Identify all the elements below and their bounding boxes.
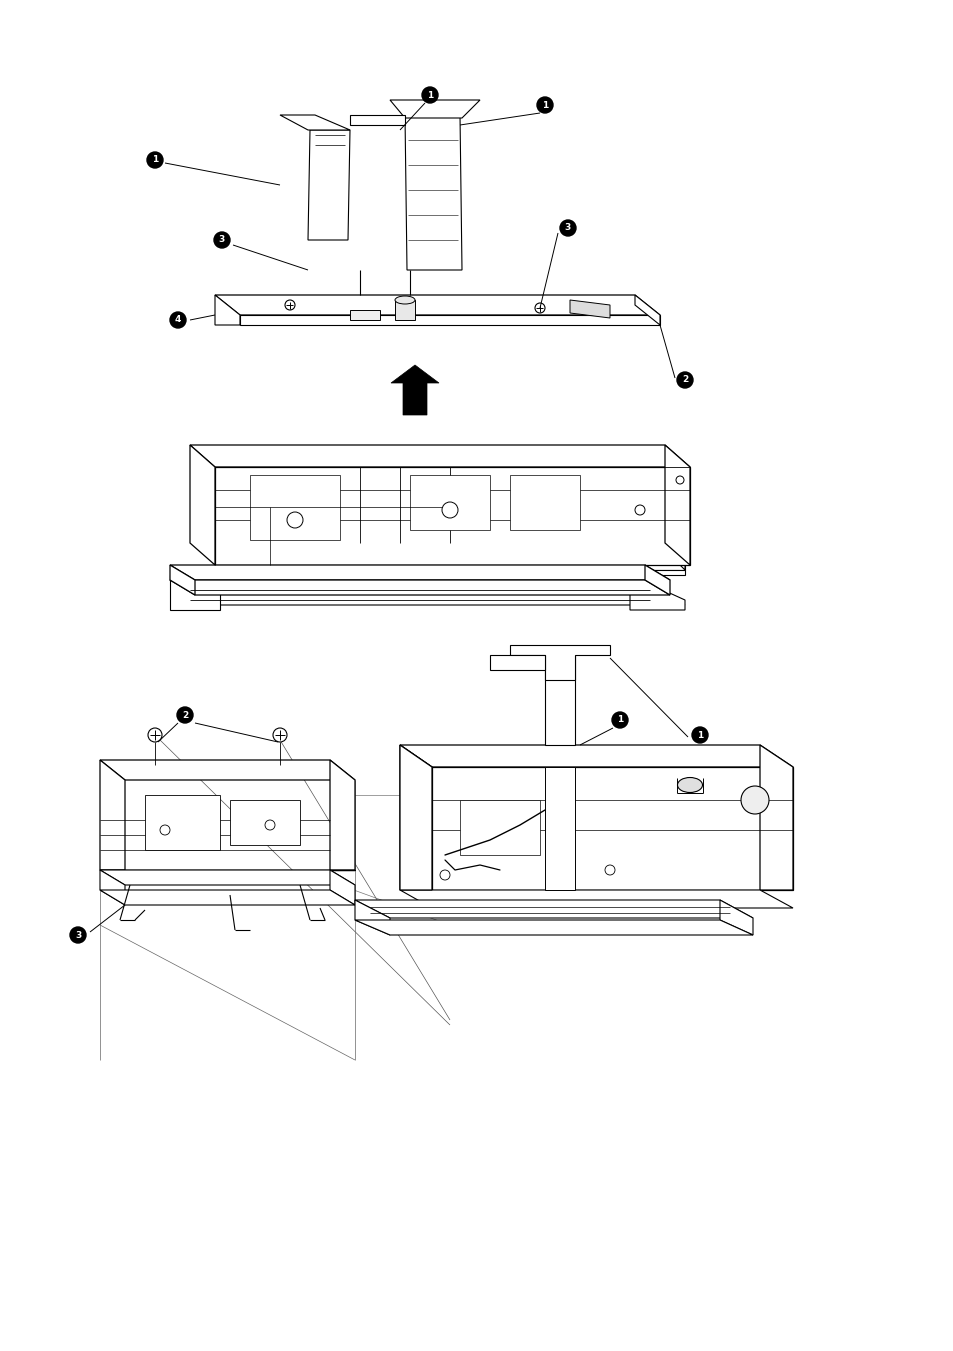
Polygon shape (230, 800, 299, 844)
Polygon shape (399, 744, 792, 767)
Ellipse shape (677, 777, 701, 793)
Circle shape (604, 865, 615, 875)
Polygon shape (220, 480, 684, 570)
Text: 2: 2 (681, 376, 687, 385)
Polygon shape (145, 794, 220, 850)
Polygon shape (510, 644, 609, 680)
Circle shape (70, 927, 86, 943)
Circle shape (147, 153, 163, 168)
Polygon shape (194, 455, 684, 480)
Text: 3: 3 (218, 235, 225, 245)
Polygon shape (190, 444, 689, 467)
Circle shape (213, 232, 230, 249)
Polygon shape (459, 800, 539, 855)
Polygon shape (391, 365, 438, 415)
Polygon shape (214, 467, 689, 565)
Polygon shape (355, 900, 752, 917)
Text: 1: 1 (426, 91, 433, 100)
Polygon shape (659, 455, 684, 570)
Polygon shape (250, 476, 339, 540)
Polygon shape (399, 744, 432, 890)
Circle shape (265, 820, 274, 830)
Polygon shape (100, 761, 355, 780)
Circle shape (177, 707, 193, 723)
Polygon shape (100, 870, 355, 885)
Circle shape (612, 712, 627, 728)
Polygon shape (544, 650, 575, 744)
Text: 1: 1 (617, 716, 622, 724)
Polygon shape (399, 744, 432, 890)
Polygon shape (170, 576, 220, 611)
Polygon shape (569, 300, 609, 317)
Text: 4: 4 (174, 316, 181, 324)
Text: 3: 3 (564, 223, 571, 232)
Polygon shape (635, 295, 659, 326)
Circle shape (441, 503, 457, 517)
Circle shape (535, 303, 544, 313)
Polygon shape (399, 890, 792, 908)
Polygon shape (214, 295, 240, 326)
Polygon shape (170, 565, 194, 594)
Circle shape (287, 512, 303, 528)
Polygon shape (350, 115, 405, 126)
Polygon shape (170, 565, 669, 580)
Text: 1: 1 (541, 100, 548, 109)
Circle shape (421, 86, 437, 103)
Circle shape (160, 825, 170, 835)
Circle shape (559, 220, 576, 236)
Circle shape (691, 727, 707, 743)
Circle shape (635, 505, 644, 515)
Circle shape (285, 300, 294, 309)
Circle shape (537, 97, 553, 113)
Polygon shape (308, 130, 350, 240)
Polygon shape (350, 309, 379, 320)
Polygon shape (330, 761, 355, 870)
Text: 1: 1 (696, 731, 702, 739)
Polygon shape (170, 580, 684, 605)
Polygon shape (405, 115, 461, 270)
Polygon shape (410, 476, 490, 530)
Polygon shape (330, 870, 355, 905)
Circle shape (170, 312, 186, 328)
Polygon shape (510, 476, 579, 530)
Polygon shape (629, 576, 684, 611)
Text: 2: 2 (182, 711, 188, 720)
Polygon shape (280, 115, 350, 130)
Polygon shape (644, 565, 669, 594)
Polygon shape (190, 444, 214, 565)
Polygon shape (395, 300, 415, 320)
Circle shape (439, 870, 450, 880)
Polygon shape (214, 295, 659, 315)
Polygon shape (490, 655, 544, 670)
Polygon shape (432, 767, 792, 890)
Polygon shape (170, 580, 669, 594)
Ellipse shape (395, 296, 415, 304)
Polygon shape (100, 870, 125, 905)
Polygon shape (355, 900, 390, 935)
Polygon shape (664, 444, 689, 565)
Polygon shape (720, 900, 752, 935)
Text: 3: 3 (74, 931, 81, 939)
Circle shape (677, 372, 692, 388)
Circle shape (148, 728, 162, 742)
Circle shape (273, 728, 287, 742)
Polygon shape (390, 100, 479, 118)
Polygon shape (355, 920, 752, 935)
Polygon shape (544, 767, 575, 890)
Circle shape (676, 476, 683, 484)
Polygon shape (100, 761, 125, 870)
Polygon shape (240, 315, 659, 326)
Circle shape (740, 786, 768, 815)
Polygon shape (220, 570, 684, 576)
Polygon shape (760, 744, 792, 890)
Text: 1: 1 (152, 155, 158, 165)
Polygon shape (100, 890, 355, 905)
